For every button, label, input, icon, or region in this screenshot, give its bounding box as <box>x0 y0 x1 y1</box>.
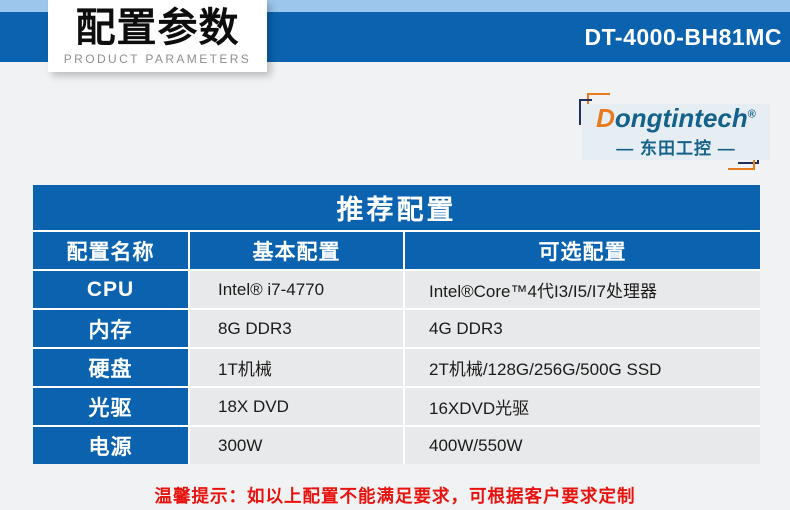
recommended-config-table: 推荐配置 配置名称 基本配置 可选配置 CPU Intel® i7-4770 I… <box>33 185 760 464</box>
power-basic-value: 300W <box>190 427 403 464</box>
cpu-basic-value: Intel® i7-4770 <box>190 271 403 308</box>
customization-notice: 温馨提示：如以上配置不能满足要求，可根据客户要求定制 <box>154 486 636 506</box>
harddisk-optional-value: 2T机械/128G/256G/500G SSD <box>405 349 760 386</box>
column-header-basic: 基本配置 <box>190 232 403 269</box>
registered-trademark-icon: ® <box>747 108 756 121</box>
brand-logo-wordmark: Dongtintech® <box>596 105 756 131</box>
page-title: 配置参数 <box>75 5 240 51</box>
optical-drive-basic-value: 18X DVD <box>190 388 403 425</box>
product-model: DT-4000-BH81MC <box>584 24 782 50</box>
row-label-memory: 内存 <box>33 310 188 347</box>
logo-corner-bracket-navy-top <box>579 99 592 125</box>
cpu-optional-value: Intel®Core™4代I3/I5/I7处理器 <box>405 271 760 308</box>
row-label-power: 电源 <box>33 427 188 464</box>
page-subtitle: PRODUCT PARAMETERS <box>63 52 252 66</box>
optical-drive-optional-value: 16XDVD光驱 <box>405 388 760 425</box>
row-label-harddisk: 硬盘 <box>33 349 188 386</box>
memory-optional-value: 4G DDR3 <box>405 310 760 347</box>
power-optional-value: 400W/550W <box>405 427 760 464</box>
brand-logo-chinese: — 东田工控 — <box>616 139 736 158</box>
column-header-optional: 可选配置 <box>405 232 760 269</box>
harddisk-basic-value: 1T机械 <box>190 349 403 386</box>
row-label-cpu: CPU <box>33 271 188 308</box>
section-title-card: 配置参数 PRODUCT PARAMETERS <box>48 0 267 72</box>
row-label-optical-drive: 光驱 <box>33 388 188 425</box>
table-title: 推荐配置 <box>33 185 760 230</box>
logo-corner-bracket-orange-bottom <box>728 158 755 170</box>
brand-logo-rest: ongtintech <box>614 103 748 133</box>
brand-logo: Dongtintech® — 东田工控 — <box>582 104 770 160</box>
memory-basic-value: 8G DDR3 <box>190 310 403 347</box>
column-header-name: 配置名称 <box>33 232 188 269</box>
brand-logo-initial: D <box>596 103 615 133</box>
